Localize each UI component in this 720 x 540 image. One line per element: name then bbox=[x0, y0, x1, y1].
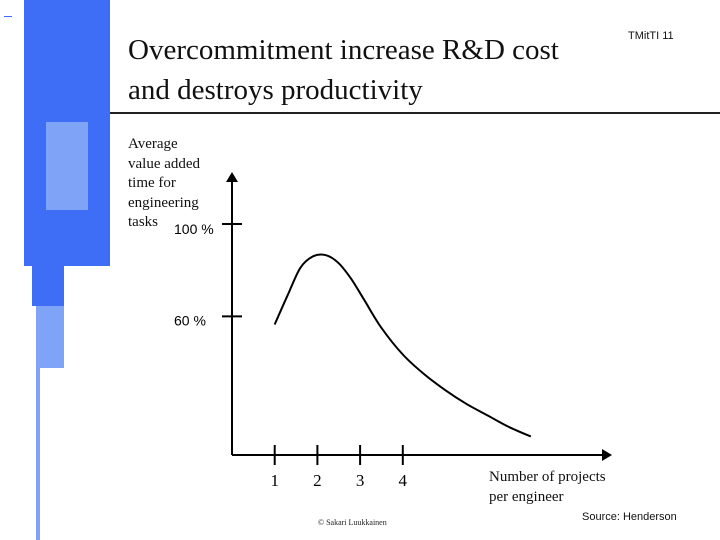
y-tick-label: 60 % bbox=[174, 312, 206, 328]
decor-strip bbox=[36, 368, 40, 540]
y-axis-label-line: tasks bbox=[128, 214, 158, 230]
x-axis-arrow bbox=[602, 449, 612, 461]
decor-block-mid bbox=[32, 266, 64, 306]
series-line bbox=[273, 253, 532, 438]
series-layer bbox=[273, 253, 532, 438]
y-axis-label-line: Average bbox=[128, 136, 178, 152]
x-tick-label: 1 bbox=[270, 471, 279, 490]
y-axis-arrow bbox=[226, 172, 238, 182]
copyright-note: © Sakari Luukkainen bbox=[318, 518, 387, 527]
slide-number: TMitTI 11 bbox=[628, 30, 674, 42]
x-tick-label: 4 bbox=[399, 471, 408, 490]
decor-corner-mark bbox=[4, 16, 12, 17]
y-axis-label: Average value added time for engineering… bbox=[128, 135, 238, 233]
x-tick-label: 3 bbox=[356, 471, 365, 490]
x-axis-label-line: Number of projects bbox=[489, 469, 606, 485]
y-axis-label-line: time for bbox=[128, 175, 176, 191]
x-axis-label-line: per engineer bbox=[489, 488, 564, 505]
y-axis-label-line: value added bbox=[128, 155, 201, 172]
title-divider bbox=[110, 112, 720, 114]
decor-block-low bbox=[36, 306, 64, 368]
axes bbox=[226, 172, 612, 461]
x-axis-label: Number of projects per engineer bbox=[489, 468, 639, 507]
title-line-2: and destroys productivity bbox=[128, 74, 423, 106]
ticks: 100 % 60 % 1 2 3 4 bbox=[174, 221, 408, 490]
y-tick-label: 100 % bbox=[174, 221, 214, 237]
decor-block-light bbox=[46, 122, 88, 210]
x-tick-label: 2 bbox=[313, 471, 322, 490]
source-note: Source: Henderson bbox=[582, 511, 677, 523]
title-line-1: Overcommitment increase R&D cost bbox=[128, 34, 559, 66]
y-axis-label-line: engineering bbox=[128, 194, 199, 211]
slide-title: Overcommitment increase R&D cost and des… bbox=[128, 30, 628, 110]
